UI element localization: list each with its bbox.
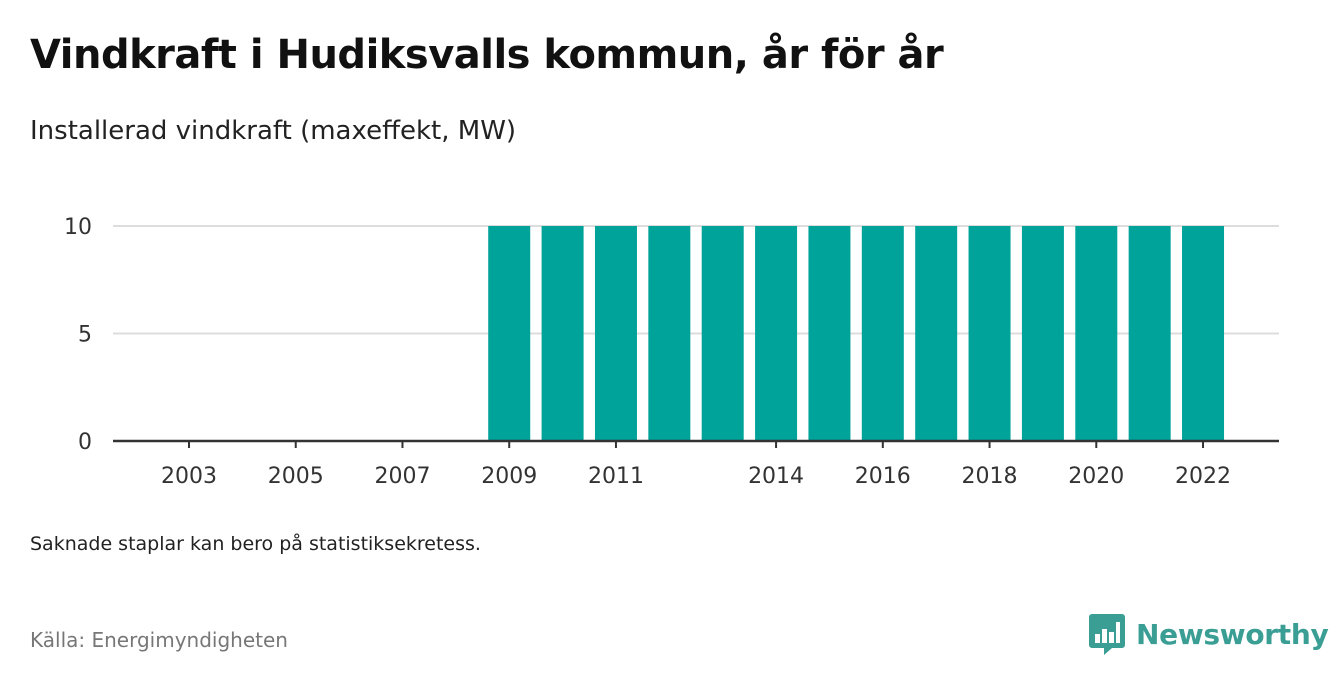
bar bbox=[1128, 226, 1171, 441]
bar bbox=[1182, 226, 1225, 441]
y-tick-label: 5 bbox=[78, 323, 92, 348]
y-tick-label: 0 bbox=[78, 430, 92, 455]
bar bbox=[541, 226, 584, 441]
tick-labels: 0 5 10 2003 2005 2007 2009 2011 2014 2016 2018 2020… bbox=[64, 215, 1231, 489]
newsworthy-logo-icon bbox=[1089, 614, 1125, 655]
bar bbox=[968, 226, 1011, 441]
bar bbox=[1021, 226, 1064, 441]
x-tick-label: 2014 bbox=[748, 464, 804, 489]
chart-subtitle: Installerad vindkraft (maxeffekt, MW) bbox=[30, 116, 517, 146]
chart-title: Vindkraft i Hudiksvalls kommun, år för å… bbox=[30, 32, 944, 78]
bar bbox=[915, 226, 958, 441]
x-tick-label: 2020 bbox=[1068, 464, 1124, 489]
brand-name: Newsworthy bbox=[1136, 617, 1329, 651]
bar bbox=[808, 226, 851, 441]
y-tick-label: 10 bbox=[64, 215, 92, 240]
x-tick-label: 2005 bbox=[268, 464, 324, 489]
source-credit: Källa: Energimyndigheten bbox=[30, 628, 288, 652]
bar bbox=[755, 226, 798, 441]
bar bbox=[701, 226, 744, 441]
x-tick-label: 2022 bbox=[1175, 464, 1231, 489]
bars bbox=[488, 226, 1225, 441]
x-tick-label: 2016 bbox=[855, 464, 911, 489]
x-tick-label: 2009 bbox=[481, 464, 537, 489]
brand-logo: Newsworthy bbox=[1088, 612, 1329, 656]
x-tick-label: 2007 bbox=[374, 464, 430, 489]
chart-note: Saknade staplar kan bero på statistiksek… bbox=[30, 533, 481, 555]
x-tick-label: 2018 bbox=[962, 464, 1018, 489]
bar bbox=[861, 226, 904, 441]
bar bbox=[1075, 226, 1118, 441]
x-tick-label: 2011 bbox=[588, 464, 644, 489]
x-tick-label: 2003 bbox=[161, 464, 217, 489]
bar bbox=[594, 226, 637, 441]
axes bbox=[113, 439, 1279, 448]
bar bbox=[648, 226, 691, 441]
bar bbox=[488, 226, 531, 441]
